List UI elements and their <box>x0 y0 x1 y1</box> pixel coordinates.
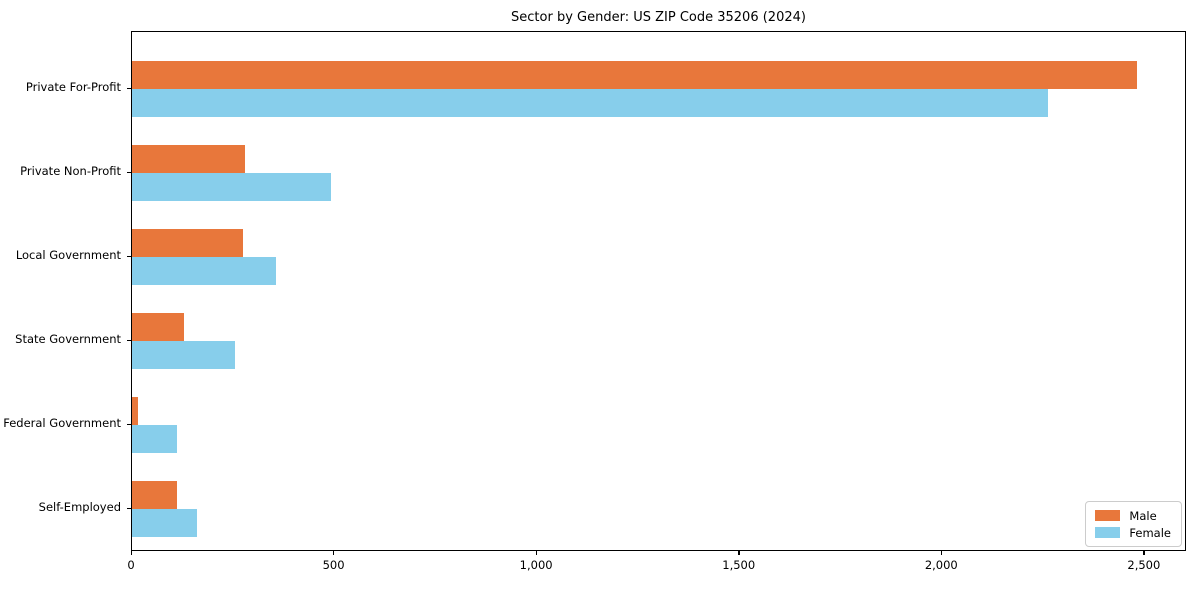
plot-area: Male Female <box>131 31 1186 551</box>
ytick-mark-3 <box>127 339 131 341</box>
ytick-mark-1 <box>127 171 131 173</box>
bar-female-1 <box>132 173 331 201</box>
ytick-label-3: State Government <box>15 332 121 346</box>
xtick-label-1: 500 <box>322 558 345 572</box>
bar-female-4 <box>132 425 177 453</box>
legend-label-male: Male <box>1129 508 1157 523</box>
ytick-label-5: Self-Employed <box>38 500 121 514</box>
xtick-label-2: 1,000 <box>519 558 553 572</box>
xtick-label-4: 2,000 <box>924 558 958 572</box>
xtick-mark-3 <box>738 551 740 555</box>
bar-male-5 <box>132 481 177 509</box>
bar-male-3 <box>132 313 184 341</box>
ytick-mark-0 <box>127 87 131 89</box>
xtick-label-3: 1,500 <box>722 558 756 572</box>
legend: Male Female <box>1085 501 1182 547</box>
ytick-mark-5 <box>127 507 131 509</box>
legend-swatch-male-icon <box>1095 510 1121 521</box>
bar-male-0 <box>132 61 1137 89</box>
chart-title: Sector by Gender: US ZIP Code 35206 (202… <box>511 10 806 25</box>
xtick-label-5: 2,500 <box>1127 558 1161 572</box>
bars-layer <box>132 32 1185 550</box>
xtick-mark-4 <box>940 551 943 555</box>
xtick-label-0: 0 <box>127 558 135 572</box>
ytick-label-4: Federal Government <box>3 416 121 430</box>
xtick-mark-0 <box>130 551 132 555</box>
ytick-mark-2 <box>127 255 131 257</box>
xtick-mark-2 <box>535 551 537 555</box>
bar-female-0 <box>132 89 1048 117</box>
legend-label-female: Female <box>1129 525 1171 540</box>
legend-swatch-female-icon <box>1095 527 1121 538</box>
bar-male-2 <box>132 229 244 257</box>
xtick-mark-1 <box>333 551 335 555</box>
xtick-mark-5 <box>1143 551 1145 555</box>
bar-female-5 <box>132 509 197 537</box>
x-axis: 0 500 1,000 1,500 2,000 2,500 <box>0 551 1200 591</box>
legend-row-female: Female <box>1095 524 1171 541</box>
bar-male-1 <box>132 145 246 173</box>
ytick-label-2: Local Government <box>15 248 121 262</box>
bar-female-2 <box>132 257 276 285</box>
ytick-mark-4 <box>127 423 131 425</box>
bar-female-3 <box>132 341 236 369</box>
ytick-label-1: Private Non-Profit <box>20 164 121 178</box>
legend-row-male: Male <box>1095 507 1171 524</box>
ytick-label-0: Private For-Profit <box>25 80 121 94</box>
y-axis-labels: Private For-Profit Private Non-Profit Loca… <box>0 31 131 551</box>
bar-male-4 <box>132 397 139 425</box>
